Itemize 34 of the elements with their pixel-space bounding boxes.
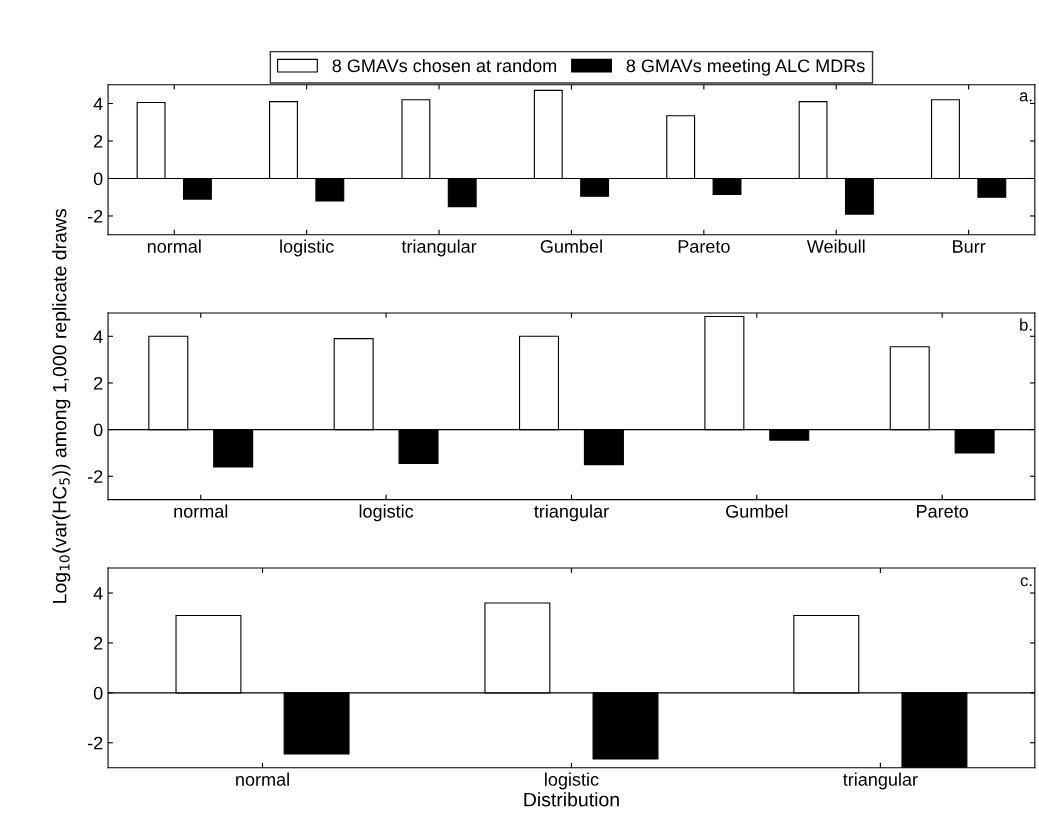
y-tick-label: 0: [93, 686, 103, 700]
y-tick-label: 0: [93, 172, 103, 186]
x-tick-label: logistic: [545, 772, 599, 790]
x-tick-label: normal: [174, 504, 228, 518]
legend-label: 8 GMAVs chosen at random: [332, 58, 557, 73]
annotation: c.: [1020, 577, 1032, 587]
x-tick-label: Pareto: [917, 505, 969, 518]
annotation: a.: [1019, 92, 1032, 102]
y-axis-title: Log$_{10}$(var(HC$_{5}$)) among 1,000 replicate draws: [52, 209, 71, 603]
y-tick-label: -2: [87, 736, 103, 750]
y-tick-label: 4: [93, 587, 103, 600]
x-tick-label: normal: [147, 239, 201, 253]
y-tick-label: 2: [94, 376, 103, 390]
x-tick-label: normal: [236, 772, 289, 786]
x-tick-label: triangular: [843, 772, 918, 790]
x-tick-label: Weibull: [806, 239, 865, 253]
x-tick-label: triangular: [401, 239, 477, 257]
legend-label: 8 GMAVs meeting ALC MDRs: [626, 58, 865, 76]
y-tick-label: -2: [87, 470, 103, 483]
x-axis-title: Distribution: [524, 792, 619, 807]
x-tick-label: Burr: [953, 240, 986, 253]
y-tick-label: 0: [93, 423, 103, 437]
y-tick-label: -2: [87, 209, 103, 223]
y-tick-label: 4: [93, 97, 103, 111]
annotation: b.: [1020, 318, 1032, 331]
y-tick-label: 4: [93, 330, 103, 343]
y-tick-label: 2: [94, 134, 103, 148]
x-tick-label: Gumbel: [726, 504, 788, 518]
x-tick-label: Pareto: [678, 240, 730, 253]
x-tick-label: logistic: [280, 239, 334, 257]
y-tick-label: 2: [94, 636, 103, 650]
x-tick-label: triangular: [534, 504, 609, 522]
x-tick-label: Gumbel: [540, 239, 602, 253]
x-tick-label: logistic: [359, 504, 414, 522]
